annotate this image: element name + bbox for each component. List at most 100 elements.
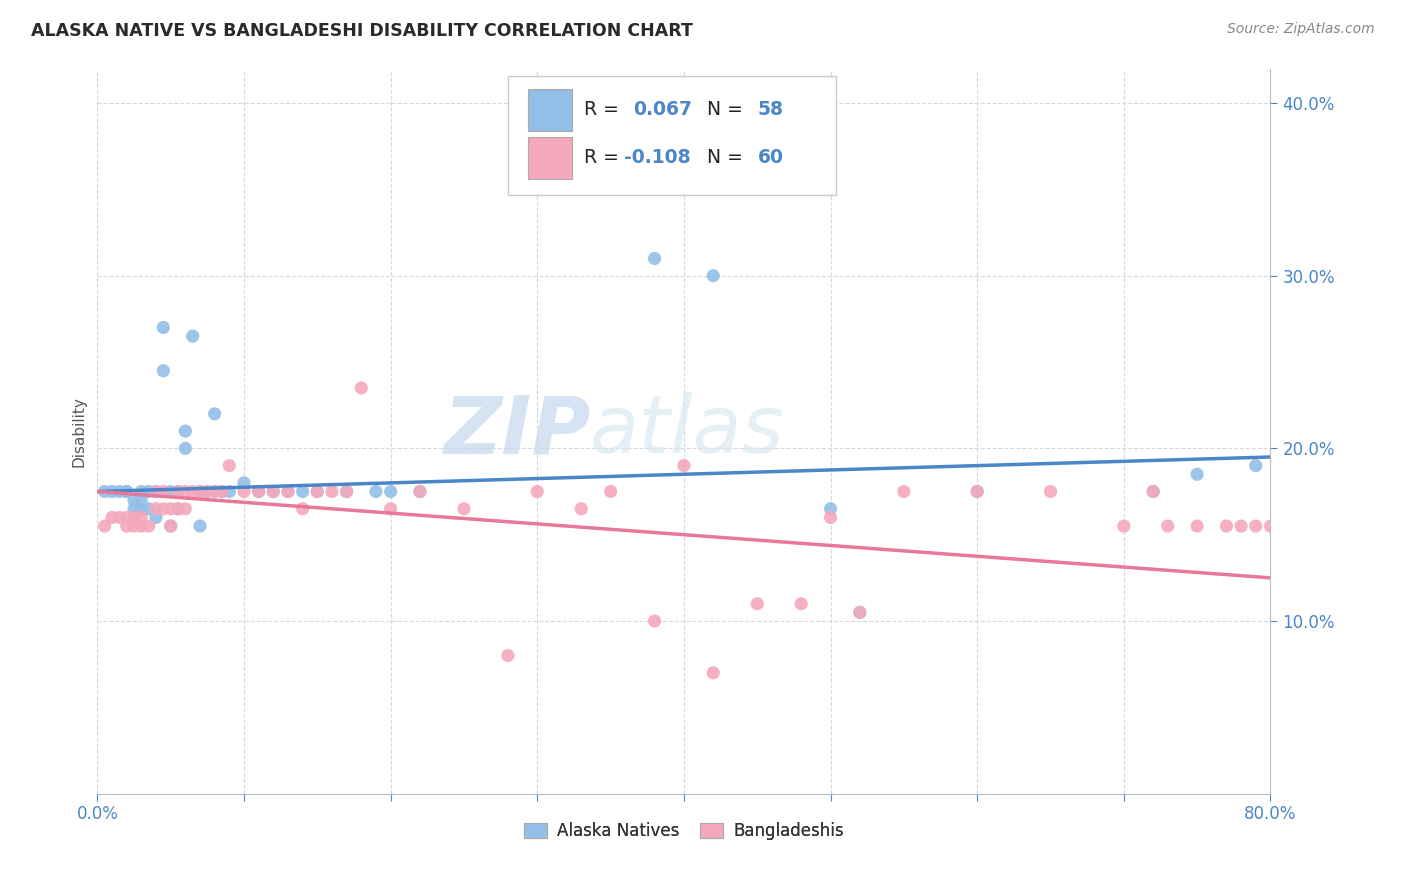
Point xyxy=(167,501,190,516)
Point xyxy=(218,458,240,473)
Point xyxy=(966,484,988,499)
Point xyxy=(1142,484,1164,499)
Point xyxy=(277,484,299,499)
Point xyxy=(195,484,218,499)
Point xyxy=(188,519,211,533)
Point xyxy=(1215,519,1237,533)
Point xyxy=(307,484,329,499)
Text: 58: 58 xyxy=(758,101,783,120)
Point xyxy=(152,501,174,516)
Point xyxy=(174,442,197,456)
Point xyxy=(233,484,256,499)
Point xyxy=(350,381,373,395)
Point xyxy=(159,484,181,499)
FancyBboxPatch shape xyxy=(527,89,572,131)
Point xyxy=(138,484,160,499)
Point xyxy=(115,484,138,499)
FancyBboxPatch shape xyxy=(527,136,572,178)
Point xyxy=(159,501,181,516)
Text: R =: R = xyxy=(583,148,626,167)
Point xyxy=(790,597,813,611)
Point xyxy=(122,510,145,524)
Point xyxy=(122,493,145,508)
Text: R =: R = xyxy=(583,101,626,120)
Point xyxy=(138,501,160,516)
Point xyxy=(108,510,131,524)
Point xyxy=(218,484,240,499)
Point xyxy=(122,519,145,533)
Point xyxy=(188,484,211,499)
Point xyxy=(93,519,115,533)
Point xyxy=(174,484,197,499)
Point xyxy=(131,501,153,516)
Text: N =: N = xyxy=(707,148,749,167)
Point xyxy=(291,484,314,499)
Point xyxy=(167,484,190,499)
Point xyxy=(307,484,329,499)
Text: ZIP: ZIP xyxy=(443,392,591,470)
Point xyxy=(820,501,842,516)
Point xyxy=(496,648,519,663)
Point xyxy=(204,407,226,421)
Text: 0.067: 0.067 xyxy=(634,101,693,120)
Point xyxy=(204,484,226,499)
Point xyxy=(599,484,621,499)
Point xyxy=(247,484,270,499)
Point xyxy=(1230,519,1253,533)
Point xyxy=(1244,519,1267,533)
Point xyxy=(181,329,204,343)
Text: 60: 60 xyxy=(758,148,783,167)
Point xyxy=(453,501,475,516)
Point xyxy=(131,510,153,524)
Point xyxy=(644,614,666,628)
Point xyxy=(159,519,181,533)
Point xyxy=(820,510,842,524)
Point xyxy=(569,501,592,516)
Point xyxy=(1185,519,1208,533)
Point xyxy=(409,484,432,499)
Point xyxy=(672,458,695,473)
Point xyxy=(321,484,343,499)
Point xyxy=(262,484,284,499)
FancyBboxPatch shape xyxy=(508,76,837,195)
Point xyxy=(152,484,174,499)
Point xyxy=(93,484,115,499)
Point xyxy=(174,424,197,438)
Point xyxy=(1260,519,1282,533)
Point xyxy=(174,501,197,516)
Point xyxy=(145,510,167,524)
Point xyxy=(167,484,190,499)
Point xyxy=(291,501,314,516)
Point xyxy=(181,484,204,499)
Point xyxy=(1039,484,1062,499)
Point xyxy=(152,320,174,334)
Point xyxy=(138,519,160,533)
Point xyxy=(702,268,724,283)
Point xyxy=(1142,484,1164,499)
Point xyxy=(188,484,211,499)
Point xyxy=(122,501,145,516)
Point xyxy=(115,510,138,524)
Point xyxy=(152,364,174,378)
Point xyxy=(101,510,124,524)
Point xyxy=(336,484,359,499)
Point xyxy=(702,665,724,680)
Point xyxy=(893,484,915,499)
Point xyxy=(195,484,218,499)
Point xyxy=(747,597,769,611)
Point xyxy=(159,519,181,533)
Point xyxy=(1244,458,1267,473)
Point xyxy=(101,484,124,499)
Legend: Alaska Natives, Bangladeshis: Alaska Natives, Bangladeshis xyxy=(517,815,851,847)
Point xyxy=(526,484,548,499)
Point xyxy=(1185,467,1208,482)
Point xyxy=(849,606,872,620)
Point xyxy=(336,484,359,499)
Point xyxy=(644,252,666,266)
Point xyxy=(145,484,167,499)
Point xyxy=(380,501,402,516)
Point xyxy=(211,484,233,499)
Point xyxy=(145,484,167,499)
Point xyxy=(131,493,153,508)
Y-axis label: Disability: Disability xyxy=(72,396,86,467)
